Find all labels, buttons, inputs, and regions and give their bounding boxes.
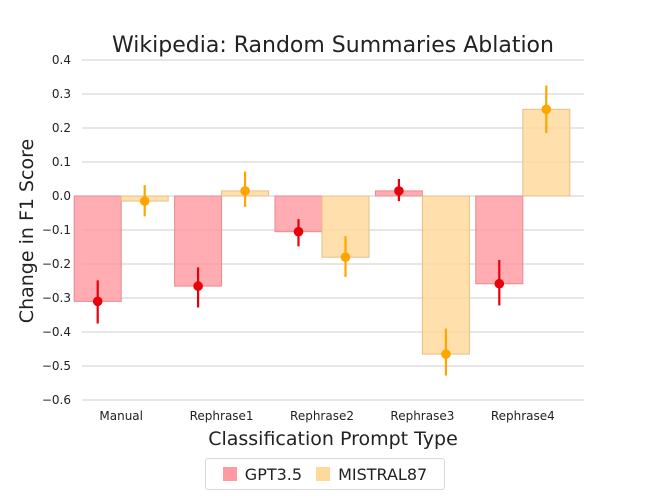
point-series-1-rephrase3	[394, 186, 404, 196]
point-series-1-rephrase4	[494, 278, 505, 289]
x-tick-label: Rephrase1	[190, 409, 254, 423]
y-tick-label: 0.4	[52, 53, 71, 67]
point-series-1-rephrase2	[293, 226, 304, 237]
legend-entry-series-1: GPT3.5	[222, 464, 303, 484]
y-axis-label: Change in F1 Score	[16, 139, 38, 323]
y-tick-label: −0.6	[42, 393, 71, 407]
point-series-1-rephrase1	[193, 281, 203, 291]
x-tick-label: Manual	[99, 409, 143, 423]
y-tick-label: −0.1	[42, 223, 71, 237]
legend-swatch-series-1	[222, 467, 237, 481]
point-series-2-rephrase3	[441, 349, 451, 359]
legend-entry-series-2: MISTRAL87	[316, 465, 427, 484]
y-tick-label: −0.5	[42, 359, 71, 373]
legend-swatch-series-2	[316, 467, 331, 481]
y-tick-label: 0.1	[52, 155, 71, 169]
point-series-2-rephrase4	[541, 104, 552, 115]
legend: GPT3.5 MISTRAL87	[205, 458, 445, 490]
y-tick-label: 0.3	[52, 87, 71, 101]
x-tick-label: Rephrase3	[390, 409, 454, 423]
point-series-2-rephrase2	[340, 252, 351, 262]
x-tick-label: Rephrase2	[290, 409, 354, 423]
legend-label-series-2: MISTRAL87	[338, 464, 428, 484]
legend-label-series-1: GPT3.5	[244, 464, 303, 484]
y-tick-label: −0.2	[42, 257, 71, 271]
y-tick-label: −0.4	[42, 325, 71, 339]
point-series-2-manual	[139, 196, 150, 206]
point-series-2-rephrase1	[240, 186, 250, 196]
chart-title: Wikipedia: Random Summaries Ablation	[112, 33, 554, 58]
y-tick-label: 0.2	[52, 121, 71, 135]
y-tick-label: −0.3	[42, 291, 71, 305]
y-tick-label: 0.0	[52, 189, 71, 203]
x-tick-label: Rephrase4	[491, 409, 555, 423]
x-axis-label: Classification Prompt Type	[208, 428, 458, 450]
bar-series-2-rephrase3	[421, 195, 470, 355]
point-series-1-manual	[92, 296, 103, 307]
